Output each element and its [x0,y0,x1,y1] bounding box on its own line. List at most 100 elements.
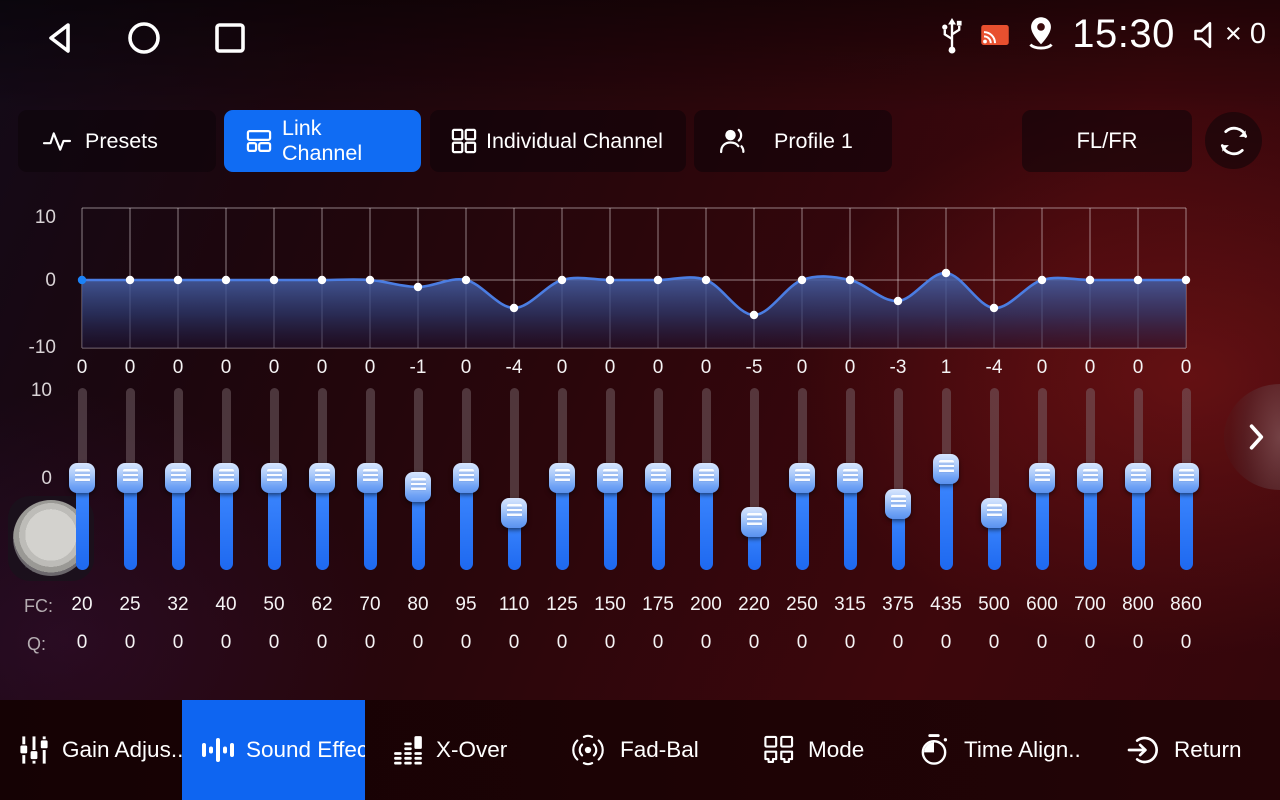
slider-fill-band-13 [651,478,665,570]
q-value-10: 0 [508,632,520,653]
q-value-18: 0 [892,632,904,653]
q-value-24: 0 [1180,632,1192,653]
slider-track-band-18[interactable] [893,388,903,570]
fc-value-24: 860 [1170,594,1202,615]
slider-handle-band-19[interactable] [933,454,959,485]
slider-handle-band-13[interactable] [645,463,671,493]
slider-handle-band-2[interactable] [117,463,143,493]
slider-grip [794,469,810,482]
fc-value-13: 175 [642,594,674,615]
slider-handle-band-14[interactable] [693,463,719,493]
slider-handle-band-11[interactable] [549,463,575,493]
q-value-5: 0 [268,632,280,653]
slider-handle-band-15[interactable] [741,507,767,537]
slider-handle-band-3[interactable] [165,463,191,493]
gain-value-6: 0 [316,357,328,378]
gain-value-4: 0 [220,357,232,378]
slider-handle-band-8[interactable] [405,471,431,502]
slider-handle-band-5[interactable] [261,463,287,493]
fc-row-label: FC: [24,596,53,616]
slider-fill-band-12 [603,478,617,570]
slider-track-band-10[interactable] [509,388,519,570]
home-icon [122,16,166,60]
tab-profile[interactable]: Profile 1 [694,110,892,172]
slider-handle-band-4[interactable] [213,463,239,493]
nav-gain-adjust[interactable]: Gain Adjus.. [18,700,183,800]
gain-value-24: 0 [1180,357,1192,378]
back-icon [38,16,82,60]
slider-fill-band-4 [219,478,233,570]
slider-handle-band-21[interactable] [1029,463,1055,493]
slider-fill-band-19 [939,469,953,570]
gain-value-10: -4 [505,357,523,378]
slider-grip [842,469,858,482]
slider-grip [746,513,762,526]
recents-icon [208,16,252,60]
volume-level: × 0 [1224,18,1266,50]
slider-handle-band-18[interactable] [885,489,911,520]
slider-handle-band-17[interactable] [837,463,863,493]
gain-value-19: 1 [940,357,952,378]
q-value-7: 0 [364,632,376,653]
slider-track-band-15[interactable] [749,388,759,570]
nav-x-over[interactable]: X-Over [392,700,507,800]
fc-value-12: 150 [594,594,626,615]
tab-individual-channel[interactable]: Individual Channel [430,110,686,172]
volume-indicator: × 0 [1189,18,1266,52]
fc-value-1: 20 [71,594,93,615]
slider-fill-band-7 [363,478,377,570]
gain-value-13: 0 [652,357,664,378]
nav-return[interactable]: Return [1126,700,1242,800]
fc-value-17: 315 [834,594,866,615]
fc-value-19: 435 [930,594,962,615]
q-value-9: 0 [460,632,472,653]
slider-grip [554,469,570,482]
slider-track-band-20[interactable] [989,388,999,570]
back-button[interactable] [38,16,82,60]
nav-sound-effect[interactable]: Sound Effect [182,700,365,800]
slider-handle-band-16[interactable] [789,463,815,493]
tab-link-channel[interactable]: Link Channel [224,110,421,172]
slider-fill-band-8 [411,486,425,570]
slider-grip [1082,469,1098,482]
grid-icon [450,127,478,155]
gain-value-16: 0 [796,357,808,378]
nav-fad-bal[interactable]: Fad-Bal [568,700,699,800]
home-button[interactable] [122,16,166,60]
gain-value-20: -4 [985,357,1003,378]
slider-grip [1178,469,1194,482]
slider-handle-band-24[interactable] [1173,463,1199,493]
slider-handle-band-20[interactable] [981,498,1007,529]
fc-value-22: 700 [1074,594,1106,615]
chevron-right-icon [1248,423,1266,451]
q-row-label: Q: [27,634,47,654]
slider-grip [74,469,90,482]
slider-handle-band-7[interactable] [357,463,383,493]
gain-value-15: -5 [745,357,763,378]
slider-handle-band-6[interactable] [309,463,335,493]
channel-select-button[interactable]: FL/FR [1022,110,1192,172]
gain-value-18: -3 [889,357,907,378]
nav-time-align[interactable]: Time Align.. [916,700,1081,800]
fc-value-14: 200 [690,594,722,615]
fc-value-3: 32 [167,594,189,615]
slider-handle-band-9[interactable] [453,463,479,493]
nav-mode[interactable]: Mode [762,700,864,800]
q-value-3: 0 [172,632,184,653]
tab-presets[interactable]: Presets [18,110,216,172]
slider-handle-band-23[interactable] [1125,463,1151,493]
fc-value-2: 25 [119,594,141,615]
q-value-15: 0 [748,632,760,653]
q-value-14: 0 [700,632,712,653]
gain-value-1: 0 [76,357,88,378]
mode-icon [762,733,796,767]
gain-value-9: 0 [460,357,472,378]
slider-handle-band-10[interactable] [501,498,527,529]
recents-button[interactable] [208,16,252,60]
profile-icon [718,126,748,156]
reset-button[interactable] [1205,112,1262,169]
gain-adjust-icon [18,733,50,767]
slider-handle-band-12[interactable] [597,463,623,493]
slider-handle-band-22[interactable] [1077,463,1103,493]
slider-handle-band-1[interactable] [69,463,95,493]
